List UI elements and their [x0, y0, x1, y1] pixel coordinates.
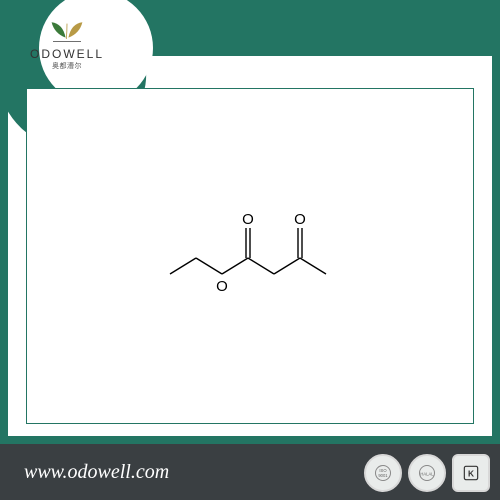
- cert-kosher-icon: K: [452, 454, 490, 492]
- footer-url: www.odowell.com: [24, 461, 169, 484]
- svg-text:O: O: [294, 211, 306, 228]
- footer-bar: www.odowell.com ISO9001 HALAL K: [0, 444, 500, 500]
- brand-tagline: 奥都漕尔: [52, 61, 82, 71]
- brand-logo: ODOWELL 奥都漕尔: [22, 18, 112, 71]
- svg-text:O: O: [216, 278, 228, 295]
- svg-text:HALAL: HALAL: [420, 472, 434, 477]
- cert-halal-icon: HALAL: [408, 454, 446, 492]
- structure-canvas: O O O: [26, 88, 474, 424]
- cert-row: ISO9001 HALAL K: [364, 454, 490, 492]
- svg-text:9001: 9001: [378, 473, 388, 478]
- cert-iso-icon: ISO9001: [364, 454, 402, 492]
- leaf-icon: [46, 18, 88, 46]
- svg-text:K: K: [468, 468, 474, 478]
- brand-name: ODOWELL: [30, 47, 104, 61]
- chemical-structure: O O O: [150, 194, 350, 304]
- svg-text:O: O: [242, 211, 254, 228]
